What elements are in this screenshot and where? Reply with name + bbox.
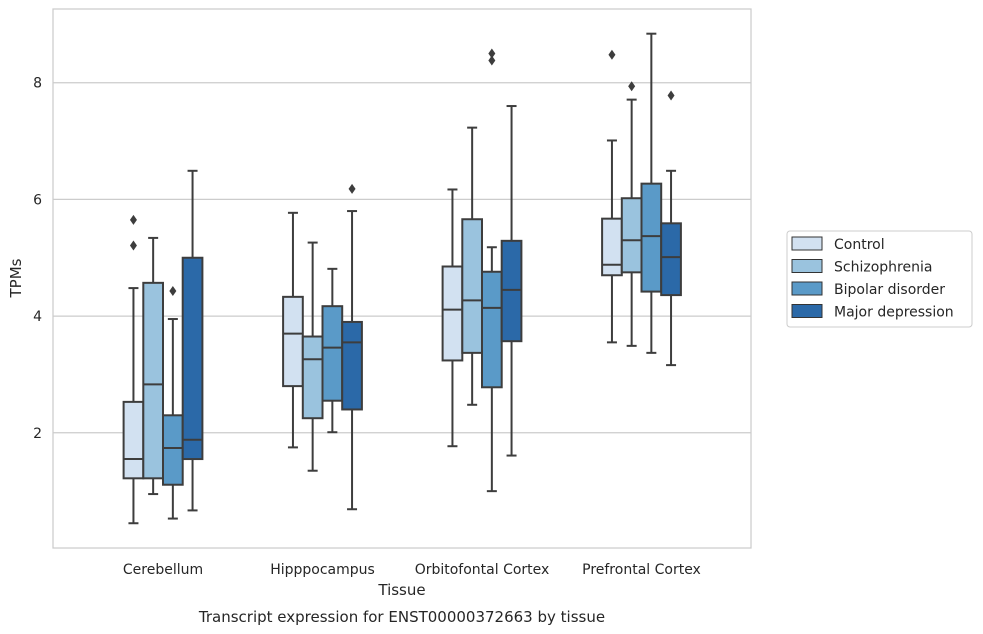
box-iqr [481,270,503,389]
box-control [282,211,304,449]
x-tick-label: Prefrontal Cortex [582,562,701,578]
y-tick-label: 6 [33,192,42,208]
box-major-depression [500,105,523,457]
box-bipolar-disorder [481,48,503,493]
legend-swatch [791,304,823,318]
outlier-marker [129,240,137,251]
box-control [601,49,623,344]
legend-frame [786,230,973,328]
outlier-marker [348,183,356,194]
box-control [441,188,464,448]
box-bipolar-disorder [162,286,184,520]
x-tick-label: Cerebellum [123,562,203,578]
gridlines [53,82,751,434]
y-tick-labels: 2 4 6 8 [33,76,42,442]
outlier-marker [488,55,496,66]
outlier-marker [667,90,675,101]
plot-area-frame [52,8,752,549]
outlier-marker [129,214,137,225]
boxes [122,32,682,525]
legend-label: Control [834,237,885,253]
box-iqr [441,265,464,362]
box-iqr [301,335,324,420]
outlier-marker [608,49,616,60]
y-tick-label: 8 [33,76,42,92]
legend: Control Schizophrenia Bipolar disorder Majo… [786,230,973,328]
legend-label: Schizophrenia [834,260,932,276]
box-iqr [162,414,184,486]
x-tick-label: Hipppocampus [270,562,375,578]
box-schizophrenia [461,126,483,406]
box-iqr [282,295,304,388]
legend-label: Major depression [834,305,954,321]
box-iqr [640,182,663,293]
box-iqr [142,281,165,480]
x-tick-label: Orbitofontal Cortex [415,562,550,578]
y-tick-label: 4 [33,309,42,325]
outlier-marker [169,286,177,297]
box-bipolar-disorder [640,32,663,354]
box-schizophrenia [301,241,324,472]
chart-caption: Transcript expression for ENST0000037266… [198,608,605,626]
legend-swatch [791,236,823,251]
box-iqr [601,217,623,277]
box-iqr [461,218,483,354]
box-iqr [341,320,363,411]
box-schizophrenia [620,81,643,347]
box-iqr [321,305,344,402]
box-iqr [620,197,643,274]
box-major-depression [181,169,204,512]
y-tick-label: 2 [33,426,42,442]
legend-swatch [791,259,823,273]
box-iqr [660,222,682,297]
box-iqr [500,239,523,343]
box-major-depression [660,90,682,367]
box-bipolar-disorder [321,267,344,434]
outlier-marker [488,48,496,59]
box-control [122,214,145,525]
box-iqr [181,256,204,461]
box-major-depression [341,183,363,511]
box-schizophrenia [142,236,165,496]
outlier-marker [628,81,636,92]
legend-label: Bipolar disorder [834,282,945,298]
x-axis-title: Tissue [377,581,425,599]
x-tick-labels: Cerebellum Hipppocampus Orbitofontal Corte… [123,562,701,578]
legend-swatch [791,281,823,296]
y-axis-title: TPMs [7,258,25,298]
box-iqr [122,400,145,480]
